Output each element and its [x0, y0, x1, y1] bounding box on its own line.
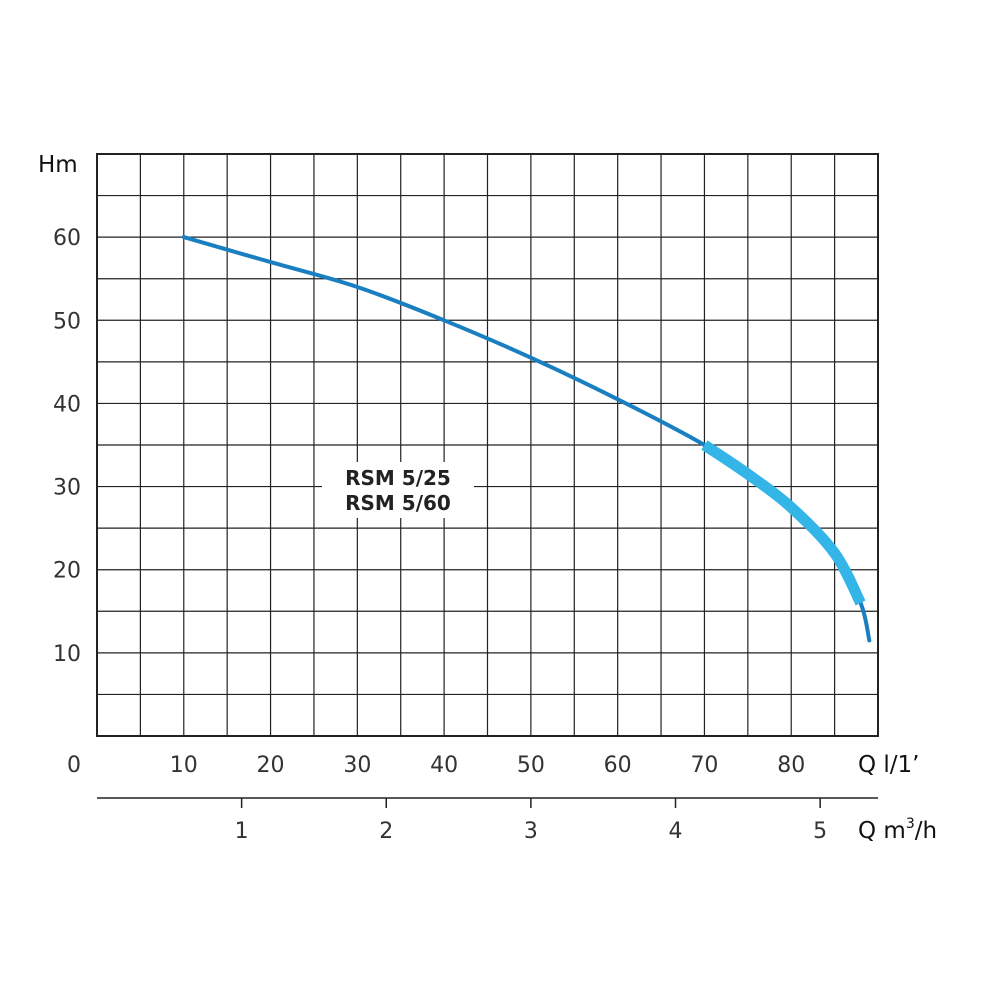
curve-label-background [322, 462, 474, 518]
grid [96, 153, 879, 737]
y-axis-title: Hm [38, 152, 78, 178]
x2-tick-label: 5 [813, 819, 827, 844]
x-tick-label: 80 [777, 753, 805, 778]
series-curve [181, 235, 872, 643]
x-tick-label: 10 [170, 753, 198, 778]
x-axis-title: Q l/1’ [858, 752, 920, 778]
x-origin-label: 0 [67, 753, 81, 778]
x2-tick-label: 2 [379, 819, 393, 844]
secondary-x-axis: 1 2 3 4 5 [97, 797, 878, 844]
curve-label-1: RSM 5/25 [345, 466, 451, 490]
plot-frame [96, 153, 879, 737]
y-tick-label: 50 [53, 309, 81, 334]
x-tick-label: 20 [257, 753, 285, 778]
curve-label-2: RSM 5/60 [345, 491, 451, 515]
y-tick-label: 20 [53, 559, 81, 584]
curve-layer [181, 235, 872, 643]
y-tick-label: 40 [53, 392, 81, 417]
secondary-x-axis-title: Q m3/h [858, 816, 937, 844]
x-tick-label: 60 [604, 753, 632, 778]
y-tick-label: 30 [53, 476, 81, 501]
y-tick-label: 10 [53, 642, 81, 667]
x-tick-label: 30 [343, 753, 371, 778]
x-tick-label: 50 [517, 753, 545, 778]
x-tick-label: 40 [430, 753, 458, 778]
x2-tick-label: 3 [524, 819, 538, 844]
tick-labels: 10 20 30 40 50 60 10 20 30 40 50 60 70 80 [53, 226, 805, 778]
x2-title-sup: 3 [906, 816, 915, 832]
x2-tick-label: 4 [669, 819, 683, 844]
series-curve-highlight [701, 440, 866, 606]
x-tick-label: 70 [690, 753, 718, 778]
x2-tick-label: 1 [235, 819, 249, 844]
x2-title-suffix: /h [915, 818, 937, 844]
y-tick-label: 60 [53, 226, 81, 251]
x2-title-prefix: Q m [858, 818, 906, 844]
